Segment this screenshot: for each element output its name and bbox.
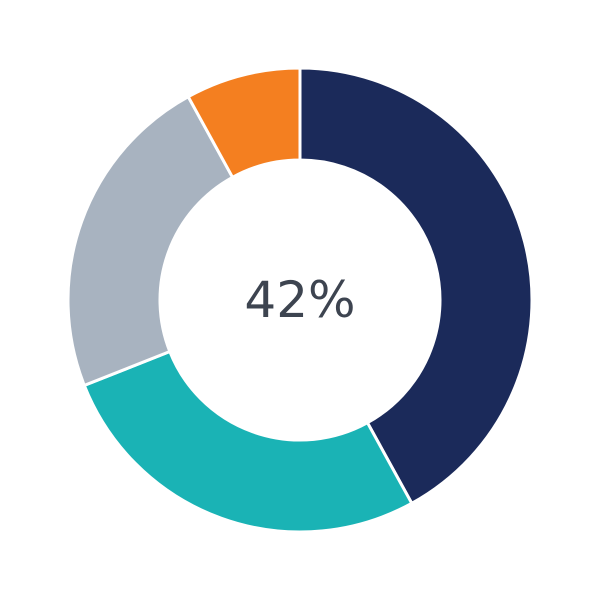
donut-slice-0 (298, 66, 534, 506)
donut-slice-2 (66, 94, 235, 388)
center-label: 42% (244, 271, 355, 329)
donut-slice-1 (82, 349, 414, 534)
slices (66, 66, 534, 534)
donut-slice-3 (186, 66, 302, 180)
